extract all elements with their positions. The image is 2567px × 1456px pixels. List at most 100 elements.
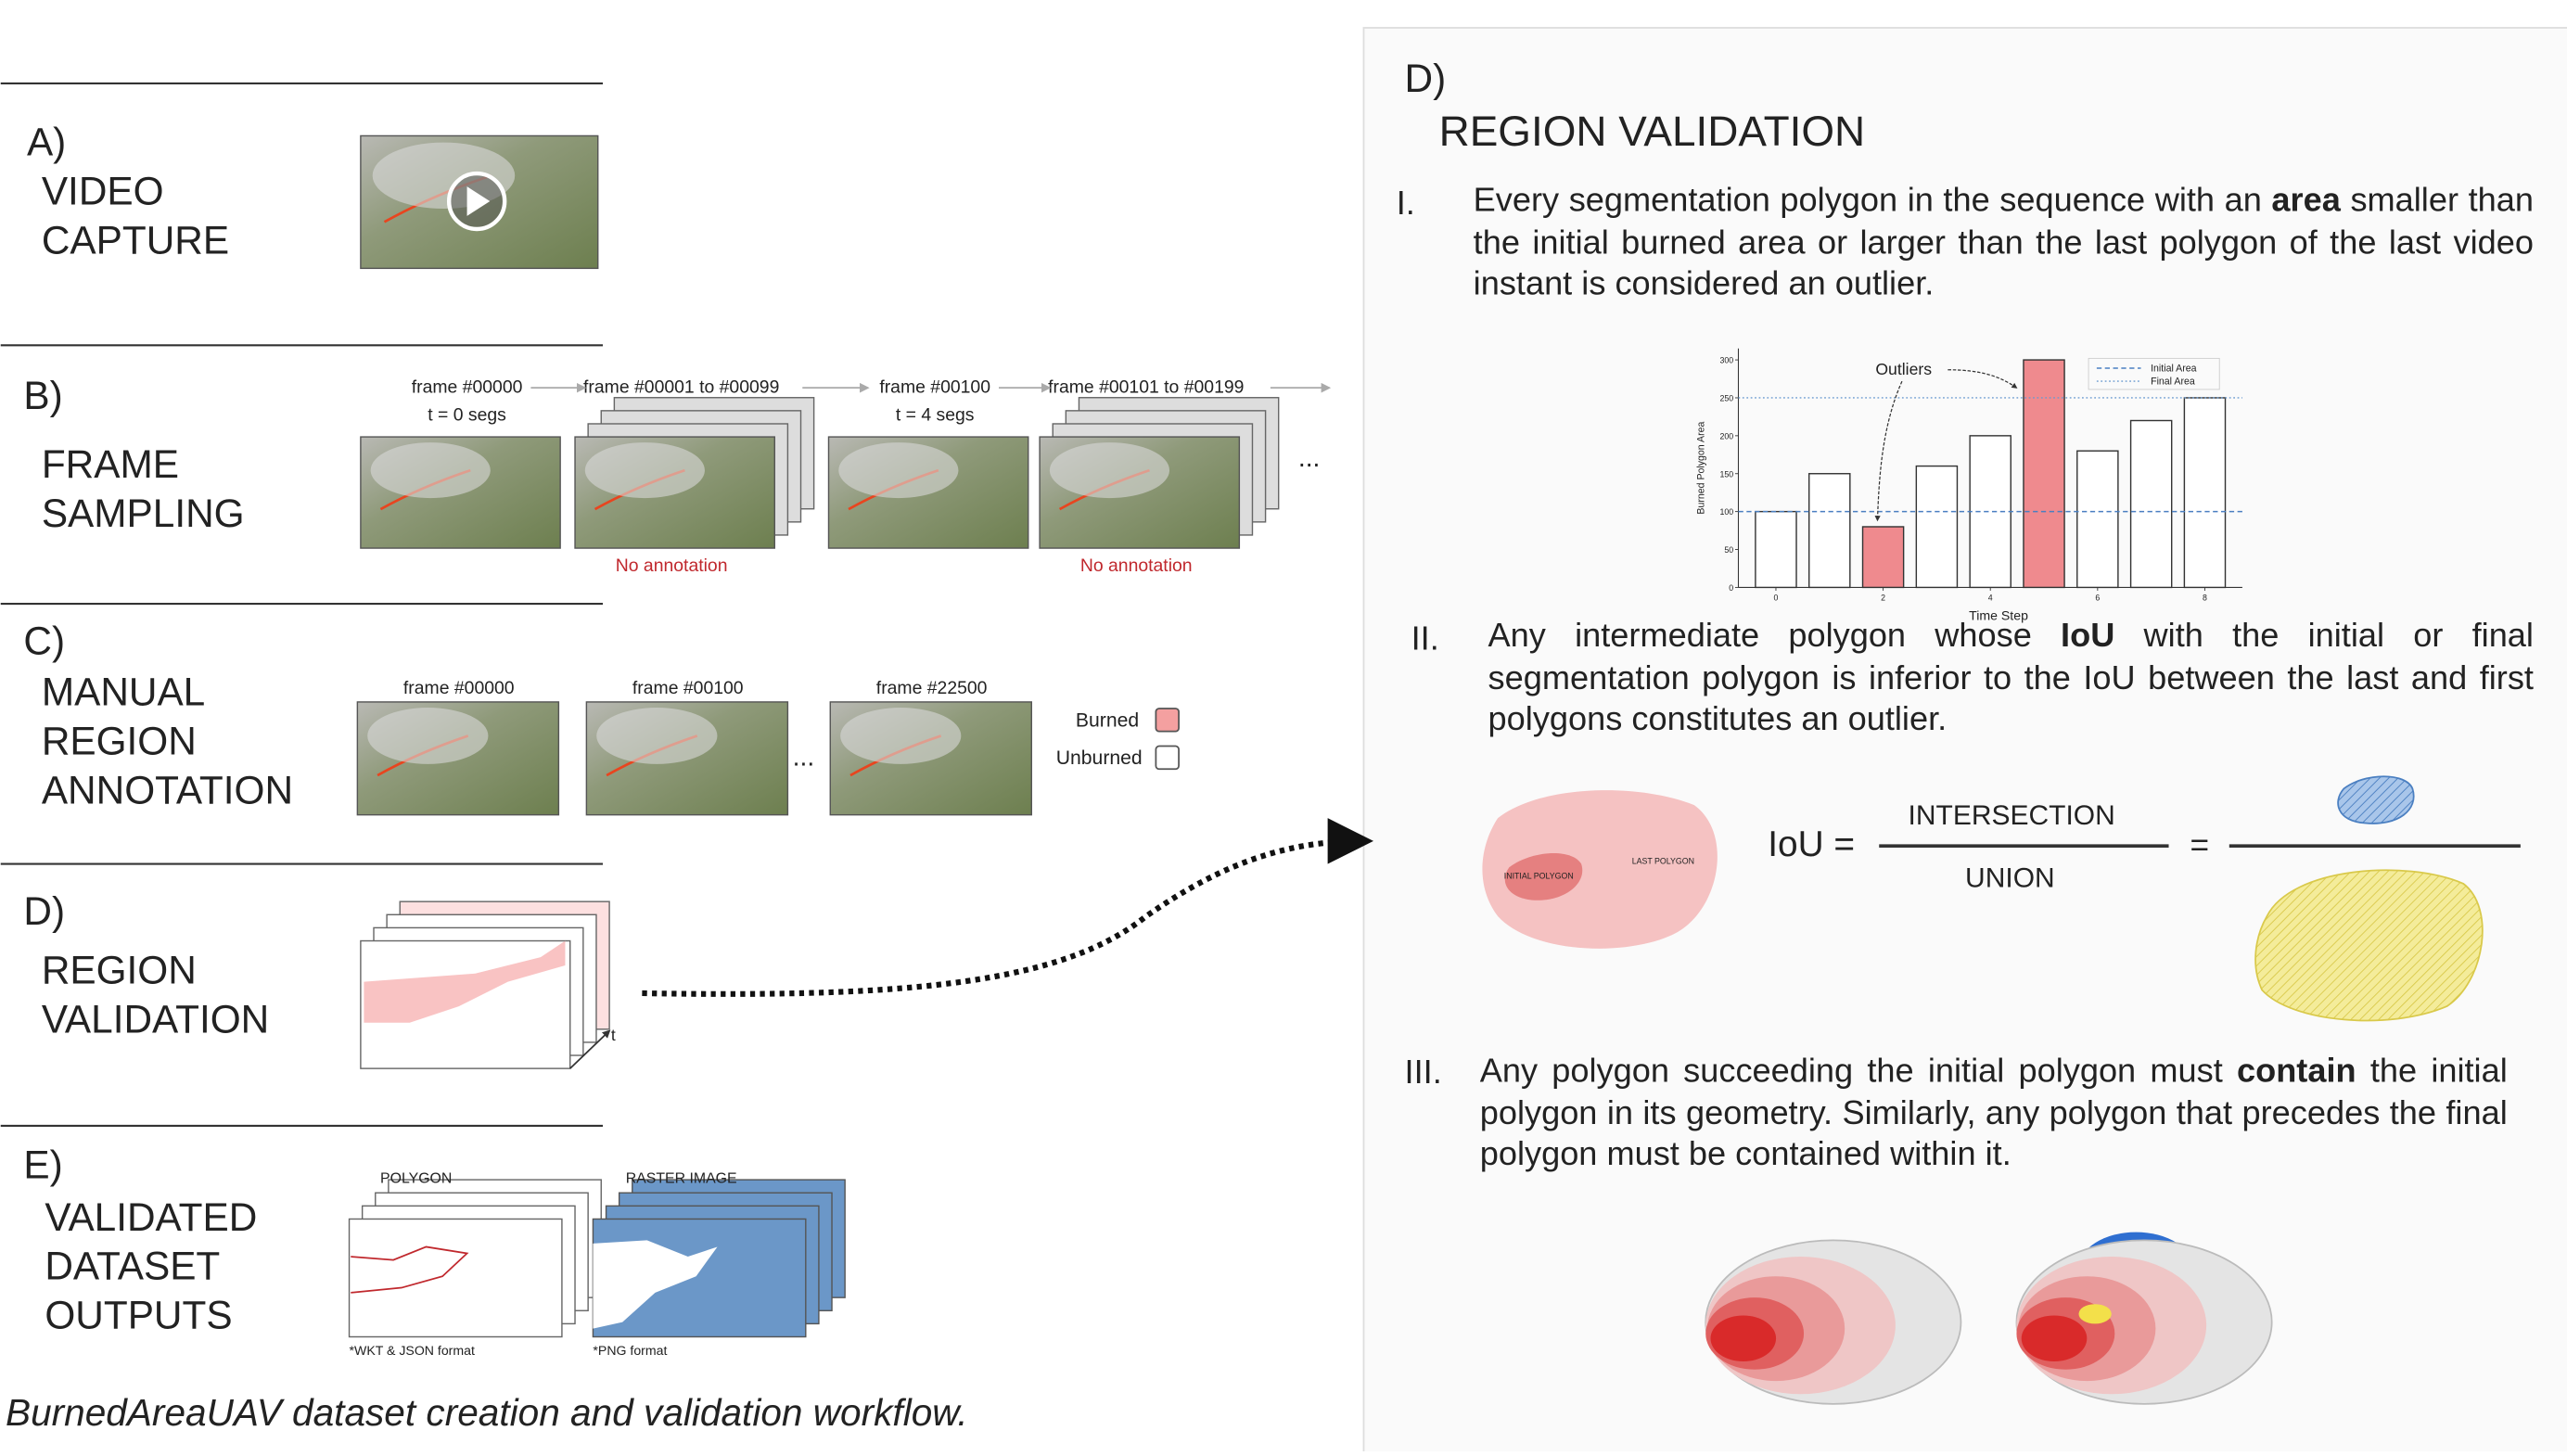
panel-title: OUTPUTS xyxy=(45,1294,232,1337)
bar xyxy=(2184,398,2225,587)
output-label: POLYGON xyxy=(380,1171,452,1187)
panel-label: E) xyxy=(23,1143,62,1186)
x-tick-label: 4 xyxy=(1988,594,1993,603)
polygon-label: LAST POLYGON xyxy=(1632,857,1694,866)
smoke xyxy=(585,442,705,498)
bar xyxy=(1863,527,1904,587)
rule-text-part: Every segmentation polygon in the sequen… xyxy=(1474,182,2272,220)
bar xyxy=(1809,474,1850,588)
frame-label: frame #00100 xyxy=(879,377,990,397)
right-panel-content: D) REGION VALIDATION I. Every segmentation … xyxy=(1397,57,2534,1404)
rule-keyword: area xyxy=(2271,182,2340,220)
bar xyxy=(1916,466,1957,588)
panel-title: CAPTURE xyxy=(42,218,229,262)
t-axis-label: t xyxy=(611,1026,616,1044)
rule-text-box: Any polygon succeeding the initial polyg… xyxy=(1480,1051,2508,1231)
rule-text: Any intermediate polygon whose IoU with … xyxy=(1488,615,2534,740)
caption: BurnedAreaUAV dataset creation and valid… xyxy=(6,1391,968,1434)
y-tick-label: 300 xyxy=(1719,356,1733,365)
legend-unburned: Unburned xyxy=(1056,747,1143,769)
figure: A) VIDEO CAPTURE B) FRAME SAMPLING C) MANUAL REG… xyxy=(0,0,2567,1451)
y-tick-label: 100 xyxy=(1719,507,1733,517)
flow-arrow xyxy=(642,841,1361,994)
panel-title: MANUAL xyxy=(42,670,205,713)
y-tick-label: 200 xyxy=(1719,431,1733,441)
rule-text: Any polygon succeeding the initial polyg… xyxy=(1480,1051,2508,1176)
frame-time: t = 0 segs xyxy=(428,404,506,425)
polygon-label: INITIAL POLYGON xyxy=(1504,871,1574,880)
format-note: *WKT & JSON format xyxy=(350,1343,475,1358)
frame-time: t = 4 segs xyxy=(896,404,975,425)
rule-numeral: II. xyxy=(1411,619,1439,657)
no-annotation: No annotation xyxy=(616,556,728,576)
panel-label: C) xyxy=(23,619,65,663)
y-tick-label: 250 xyxy=(1719,393,1733,402)
x-axis-title: Time Step xyxy=(1969,608,2028,623)
x-tick-label: 6 xyxy=(2095,594,2100,603)
section-label: D) xyxy=(1405,57,1447,100)
y-tick-label: 50 xyxy=(1724,545,1733,555)
panel-title: VIDEO xyxy=(42,170,164,213)
bar xyxy=(2131,421,2172,588)
panel-title: FRAME xyxy=(42,442,179,486)
left-panels: A) VIDEO CAPTURE B) FRAME SAMPLING C) MANUAL REG… xyxy=(1,83,1330,1434)
rule-keyword: contain xyxy=(2237,1052,2356,1090)
panel-title: REGION xyxy=(42,719,197,762)
x-tick-label: 8 xyxy=(2203,594,2207,603)
frame-label: frame #00001 to #00099 xyxy=(583,377,779,397)
rule-numeral: III. xyxy=(1405,1053,1442,1091)
no-annotation: No annotation xyxy=(1080,556,1193,576)
ellipsis: ... xyxy=(1298,442,1321,472)
rule-text-box: Any intermediate polygon whose IoU with … xyxy=(1488,615,2534,795)
format-note: *PNG format xyxy=(593,1343,667,1358)
iou-equals: = xyxy=(2190,827,2209,863)
initial-polygon xyxy=(2022,1316,2088,1361)
legend-burned: Burned xyxy=(1076,709,1139,731)
smoke xyxy=(367,708,488,764)
iou-denominator: UNION xyxy=(1965,862,2055,893)
legend-label: Initial Area xyxy=(2151,364,2197,375)
rule-text-box: Every segmentation polygon in the sequen… xyxy=(1474,180,2534,360)
panel-label: A) xyxy=(27,121,66,164)
iou-lhs: IoU = xyxy=(1768,824,1855,864)
panel-label: B) xyxy=(23,374,62,417)
bar xyxy=(2024,360,2064,587)
legend-swatch xyxy=(1156,747,1179,770)
frame-label: frame #00000 xyxy=(403,678,515,698)
union-shape xyxy=(2255,870,2483,1020)
smoke xyxy=(840,708,961,764)
output-label: RASTER IMAGE xyxy=(626,1171,737,1187)
frame-label: frame #00101 to #00199 xyxy=(1048,377,1244,397)
initial-polygon xyxy=(1711,1316,1777,1361)
rule-numeral: I. xyxy=(1397,184,1415,222)
panel-title: SAMPLING xyxy=(42,492,245,535)
panel-title: VALIDATION xyxy=(42,997,269,1041)
y-axis-title: Burned Polygon Area xyxy=(1695,422,1706,515)
frame-label: frame #00100 xyxy=(632,678,744,698)
annotation: Outliers xyxy=(1875,360,1932,378)
smoke xyxy=(1050,442,1169,498)
violating-polygon xyxy=(2078,1304,2111,1323)
panel-title: DATASET xyxy=(45,1245,220,1288)
panel-label: D) xyxy=(23,889,65,933)
polygon-frame xyxy=(350,1219,562,1336)
bar xyxy=(2077,451,2118,587)
smoke xyxy=(838,442,958,498)
y-tick-label: 150 xyxy=(1719,469,1733,479)
x-tick-label: 2 xyxy=(1881,594,1885,603)
bar xyxy=(1756,512,1796,588)
section-title: REGION VALIDATION xyxy=(1439,107,1866,155)
rule-text: Every segmentation polygon in the sequen… xyxy=(1474,180,2534,305)
smoke xyxy=(596,708,717,764)
smoke xyxy=(371,442,491,498)
panel-title: VALIDATED xyxy=(45,1195,257,1239)
frame-label: frame #22500 xyxy=(876,678,988,698)
x-tick-label: 0 xyxy=(1774,594,1779,603)
iou-numerator: INTERSECTION xyxy=(1909,800,2115,831)
legend-swatch xyxy=(1156,709,1179,732)
ellipsis: ... xyxy=(793,742,815,772)
panel-title: ANNOTATION xyxy=(42,768,293,811)
rule-text-part: Any polygon succeeding the initial polyg… xyxy=(1480,1052,2237,1090)
frame-label: frame #00000 xyxy=(412,377,523,397)
panel-title: REGION xyxy=(42,948,197,991)
